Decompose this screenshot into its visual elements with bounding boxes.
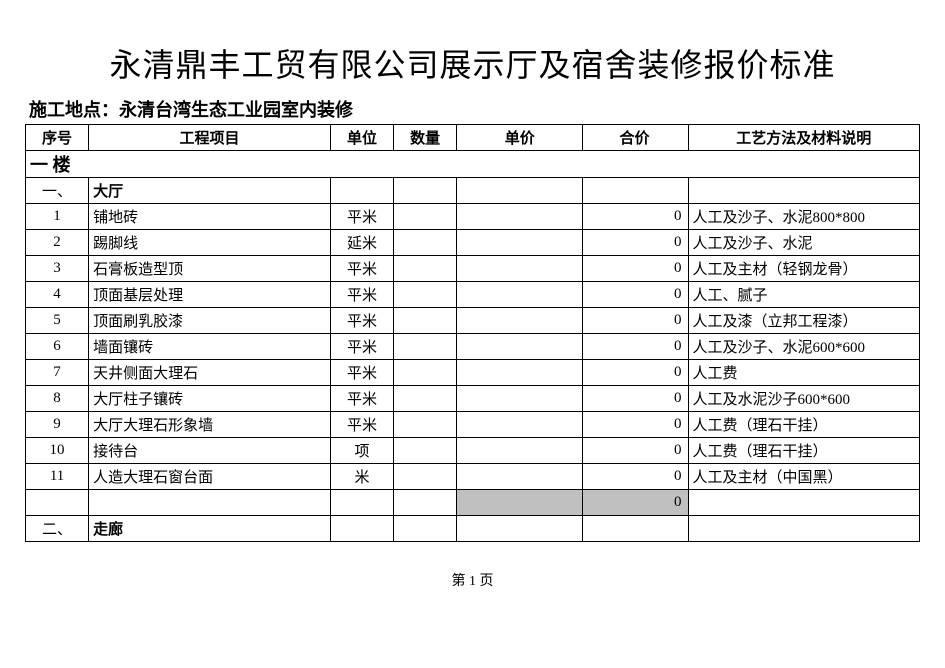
section-1-name: 大厅 bbox=[89, 178, 331, 204]
table-row: 4 顶面基层处理 平米 0 人工、腻子 bbox=[26, 282, 920, 308]
hdr-price: 单价 bbox=[457, 125, 583, 151]
subtotal-total-cell: 0 bbox=[583, 490, 688, 516]
hdr-total: 合价 bbox=[583, 125, 688, 151]
cell-seq: 1 bbox=[26, 204, 89, 230]
section-2-name: 走廊 bbox=[89, 516, 331, 542]
cell-total: 0 bbox=[583, 204, 688, 230]
table-row: 5 顶面刷乳胶漆 平米 0 人工及漆（立邦工程漆） bbox=[26, 308, 920, 334]
floor-label: 一 楼 bbox=[26, 151, 920, 178]
cell-item: 铺地砖 bbox=[89, 204, 331, 230]
table-row: 2 踢脚线 延米 0 人工及沙子、水泥 bbox=[26, 230, 920, 256]
subtotal-row: 0 bbox=[26, 490, 920, 516]
table-row: 9 大厅大理石形象墙 平米 0 人工费（理石干挂） bbox=[26, 412, 920, 438]
hdr-qty: 数量 bbox=[394, 125, 457, 151]
table-row: 10 接待台 项 0 人工费（理石干挂） bbox=[26, 438, 920, 464]
page-footer: 第 1 页 bbox=[25, 542, 920, 590]
column-header-row: 序号 工程项目 单位 数量 单价 合价 工艺方法及材料说明 bbox=[26, 125, 920, 151]
table-row: 3 石膏板造型顶 平米 0 人工及主材（轻钢龙骨） bbox=[26, 256, 920, 282]
section-row-1: 一、 大厅 bbox=[26, 178, 920, 204]
section-row-2: 二、 走廊 bbox=[26, 516, 920, 542]
cell-note: 人工及沙子、水泥800*800 bbox=[688, 204, 919, 230]
section-1-seq: 一、 bbox=[26, 178, 89, 204]
construction-location: 施工地点：永清台湾生态工业园室内装修 bbox=[25, 94, 920, 124]
cell-qty bbox=[394, 204, 457, 230]
section-2-seq: 二、 bbox=[26, 516, 89, 542]
table-row: 8 大厅柱子镶砖 平米 0 人工及水泥沙子600*600 bbox=[26, 386, 920, 412]
cell-price bbox=[457, 204, 583, 230]
hdr-item: 工程项目 bbox=[89, 125, 331, 151]
cell-unit: 平米 bbox=[330, 204, 393, 230]
hdr-note: 工艺方法及材料说明 bbox=[688, 125, 919, 151]
table-row: 7 天井侧面大理石 平米 0 人工费 bbox=[26, 360, 920, 386]
quotation-table: 序号 工程项目 单位 数量 单价 合价 工艺方法及材料说明 一 楼 一、 大厅 … bbox=[25, 124, 920, 542]
subtotal-price-cell bbox=[457, 490, 583, 516]
table-row: 1 铺地砖 平米 0 人工及沙子、水泥800*800 bbox=[26, 204, 920, 230]
table-row: 6 墙面镶砖 平米 0 人工及沙子、水泥600*600 bbox=[26, 334, 920, 360]
table-row: 11 人造大理石窗台面 米 0 人工及主材（中国黑） bbox=[26, 464, 920, 490]
doc-title: 永清鼎丰工贸有限公司展示厅及宿舍装修报价标准 bbox=[25, 30, 920, 94]
floor-row: 一 楼 bbox=[26, 151, 920, 178]
hdr-seq: 序号 bbox=[26, 125, 89, 151]
hdr-unit: 单位 bbox=[330, 125, 393, 151]
